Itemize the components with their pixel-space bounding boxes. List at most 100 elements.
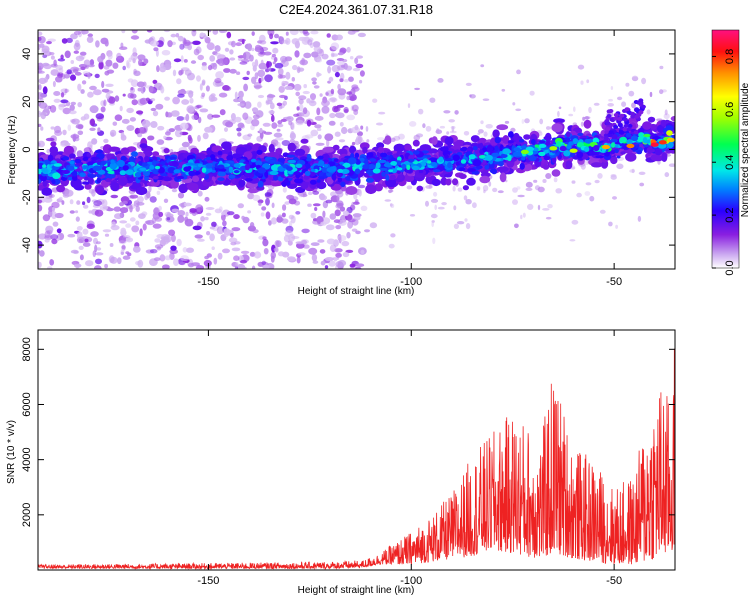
noise-blob — [231, 227, 241, 232]
noise-blob — [251, 119, 260, 127]
ridge-blob — [209, 154, 216, 161]
ridge-blob — [496, 124, 509, 131]
noise-blob — [237, 122, 245, 129]
ridge-blob — [623, 123, 629, 128]
ridge-blob — [576, 151, 584, 159]
ridge-blob — [169, 156, 177, 161]
noise-blob — [247, 225, 256, 232]
ridge-blob — [507, 140, 514, 144]
noise-blob — [192, 30, 196, 33]
noise-blob — [465, 199, 472, 205]
noise-blob — [289, 139, 295, 143]
noise-blob — [184, 41, 194, 45]
noise-blob — [545, 216, 552, 220]
noise-blob — [202, 35, 208, 40]
noise-blob — [122, 255, 131, 260]
noise-blob — [414, 87, 420, 91]
noise-blob — [181, 99, 190, 105]
noise-blob — [38, 233, 47, 240]
ridge-blob — [294, 148, 306, 156]
noise-blob — [360, 125, 364, 130]
ridge-blob — [551, 169, 561, 177]
noise-blob — [524, 118, 530, 124]
noise-blob — [55, 76, 63, 83]
noise-blob — [121, 118, 130, 124]
noise-blob — [97, 56, 104, 63]
noise-blob — [163, 234, 172, 243]
ridge-blob — [633, 130, 640, 135]
ridge-blob — [96, 177, 102, 184]
ridge-blob — [120, 147, 130, 155]
noise-blob — [207, 113, 214, 120]
ridge-blob — [139, 143, 148, 149]
noise-blob — [262, 238, 269, 247]
noise-blob — [189, 208, 197, 213]
noise-blob — [398, 133, 405, 140]
noise-blob — [90, 231, 99, 237]
noise-blob — [141, 119, 151, 128]
noise-blob — [70, 249, 79, 254]
noise-blob — [522, 212, 526, 218]
noise-blob — [265, 68, 270, 73]
noise-blob — [185, 211, 189, 217]
noise-blob — [44, 76, 48, 83]
noise-blob — [83, 147, 92, 154]
noise-blob — [335, 261, 344, 268]
noise-blob — [165, 111, 169, 118]
ridge-blob — [316, 179, 321, 183]
noise-blob — [76, 150, 84, 158]
noise-blob — [259, 131, 264, 139]
ridge-blob — [257, 180, 264, 188]
noise-blob — [316, 71, 320, 78]
ridge-blob — [56, 184, 66, 193]
noise-blob — [47, 266, 53, 269]
noise-blob — [92, 250, 97, 258]
noise-blob — [54, 130, 63, 136]
ridge-blob — [365, 184, 377, 195]
noise-blob — [307, 39, 313, 46]
noise-blob — [515, 108, 522, 112]
noise-blob — [431, 220, 435, 223]
ridge-blob — [67, 165, 75, 171]
noise-blob — [229, 49, 234, 55]
ridge-blob — [362, 164, 370, 170]
noise-blob — [80, 89, 85, 94]
noise-blob — [258, 202, 262, 206]
ridge-blob — [494, 136, 501, 144]
noise-blob — [177, 210, 186, 217]
noise-blob — [334, 248, 343, 253]
noise-blob — [328, 260, 336, 267]
noise-blob — [233, 255, 240, 261]
ridge-blob — [611, 142, 616, 148]
ridge-blob — [321, 166, 329, 173]
noise-blob — [321, 105, 330, 114]
noise-blob — [62, 73, 66, 80]
ridge-hotspot — [602, 144, 610, 150]
noise-blob — [446, 131, 450, 135]
noise-blob — [313, 45, 321, 53]
noise-blob — [504, 120, 510, 124]
noise-blob — [231, 247, 241, 252]
ridge-blob — [625, 132, 631, 138]
noise-blob — [78, 245, 84, 250]
noise-blob — [329, 213, 337, 220]
noise-blob — [439, 125, 445, 129]
noise-blob — [274, 240, 280, 248]
noise-blob — [537, 204, 541, 211]
noise-blob — [315, 142, 325, 146]
ridge-blob — [211, 169, 216, 173]
ridge-blob — [461, 146, 468, 151]
ridge-blob — [650, 154, 662, 162]
noise-blob — [206, 231, 211, 236]
noise-blob — [238, 90, 244, 99]
ridge-blob — [276, 170, 285, 175]
ridge-blob — [624, 107, 630, 112]
ridge-blob — [185, 162, 194, 166]
ridge-blob — [152, 160, 157, 167]
ridge-blob — [342, 162, 351, 168]
noise-blob — [197, 238, 205, 242]
noise-blob — [286, 116, 294, 122]
ridge-blob — [624, 120, 630, 125]
noise-blob — [262, 236, 267, 240]
noise-blob — [310, 93, 316, 101]
